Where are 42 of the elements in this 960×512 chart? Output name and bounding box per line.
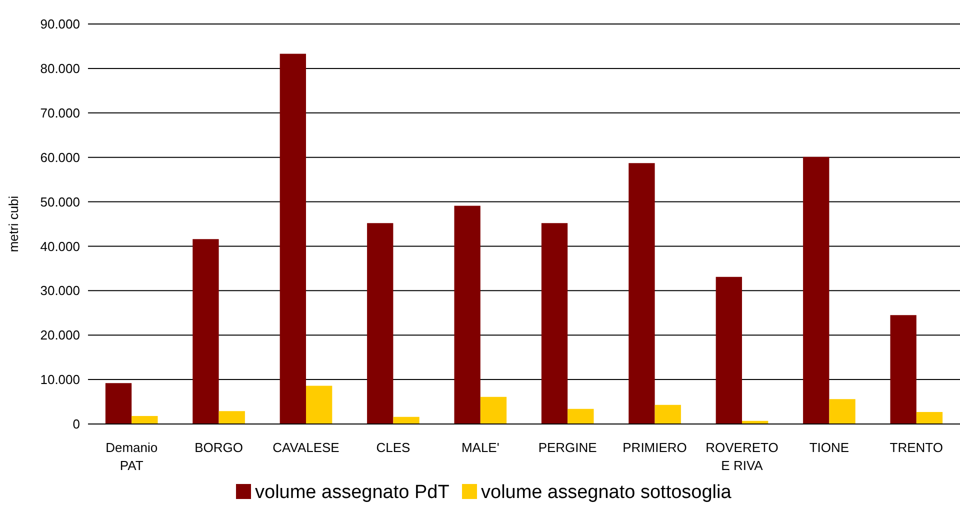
bar xyxy=(393,416,420,424)
y-axis-title: metri cubi xyxy=(6,196,21,252)
y-tick-label: 50.000 xyxy=(40,194,80,210)
x-tick-label: Demanio PAT xyxy=(106,440,158,473)
x-tick-label: TIONE xyxy=(809,440,850,455)
bar xyxy=(890,315,916,424)
y-tick-label: 70.000 xyxy=(40,105,80,120)
bar xyxy=(367,223,394,424)
bar xyxy=(541,223,568,424)
bar xyxy=(280,54,306,424)
bar xyxy=(916,412,943,424)
x-tick-label: CAVALESE xyxy=(272,440,340,455)
bar xyxy=(218,411,245,424)
bar xyxy=(105,383,132,424)
x-tick-label: ROVERETO E RIVA xyxy=(706,440,778,473)
y-tick-label: 80.000 xyxy=(40,60,80,76)
x-tick-label: TRENTO xyxy=(890,440,944,455)
y-tick-label: 20.000 xyxy=(40,328,80,343)
bar xyxy=(306,386,332,424)
x-tick-label: PRIMIERO xyxy=(622,440,687,455)
x-tick-label: BORGO xyxy=(194,440,244,455)
bar xyxy=(628,163,655,424)
bar xyxy=(829,399,856,424)
bar xyxy=(132,416,158,424)
y-tick-label: 40.000 xyxy=(40,238,80,254)
bar xyxy=(654,404,681,424)
y-tick-label: 60.000 xyxy=(40,150,80,165)
y-tick-label: 30.000 xyxy=(40,283,80,298)
bar xyxy=(716,276,742,424)
x-tick-label: MALE' xyxy=(461,440,500,455)
bar xyxy=(454,206,480,424)
x-tick-label: CLES xyxy=(376,440,411,455)
bar xyxy=(803,156,830,424)
y-tick-label: 0 xyxy=(72,416,80,432)
y-tick-label: 10.000 xyxy=(40,372,80,388)
bar xyxy=(480,396,507,424)
bar xyxy=(192,239,219,424)
x-tick-label: PERGINE xyxy=(538,440,598,455)
y-tick-label: 90.000 xyxy=(40,16,80,32)
bar xyxy=(568,408,594,424)
legend-label: volume assegnato PdT xyxy=(255,482,450,503)
legend-label: volume assegnato sottosoglia xyxy=(481,482,732,503)
